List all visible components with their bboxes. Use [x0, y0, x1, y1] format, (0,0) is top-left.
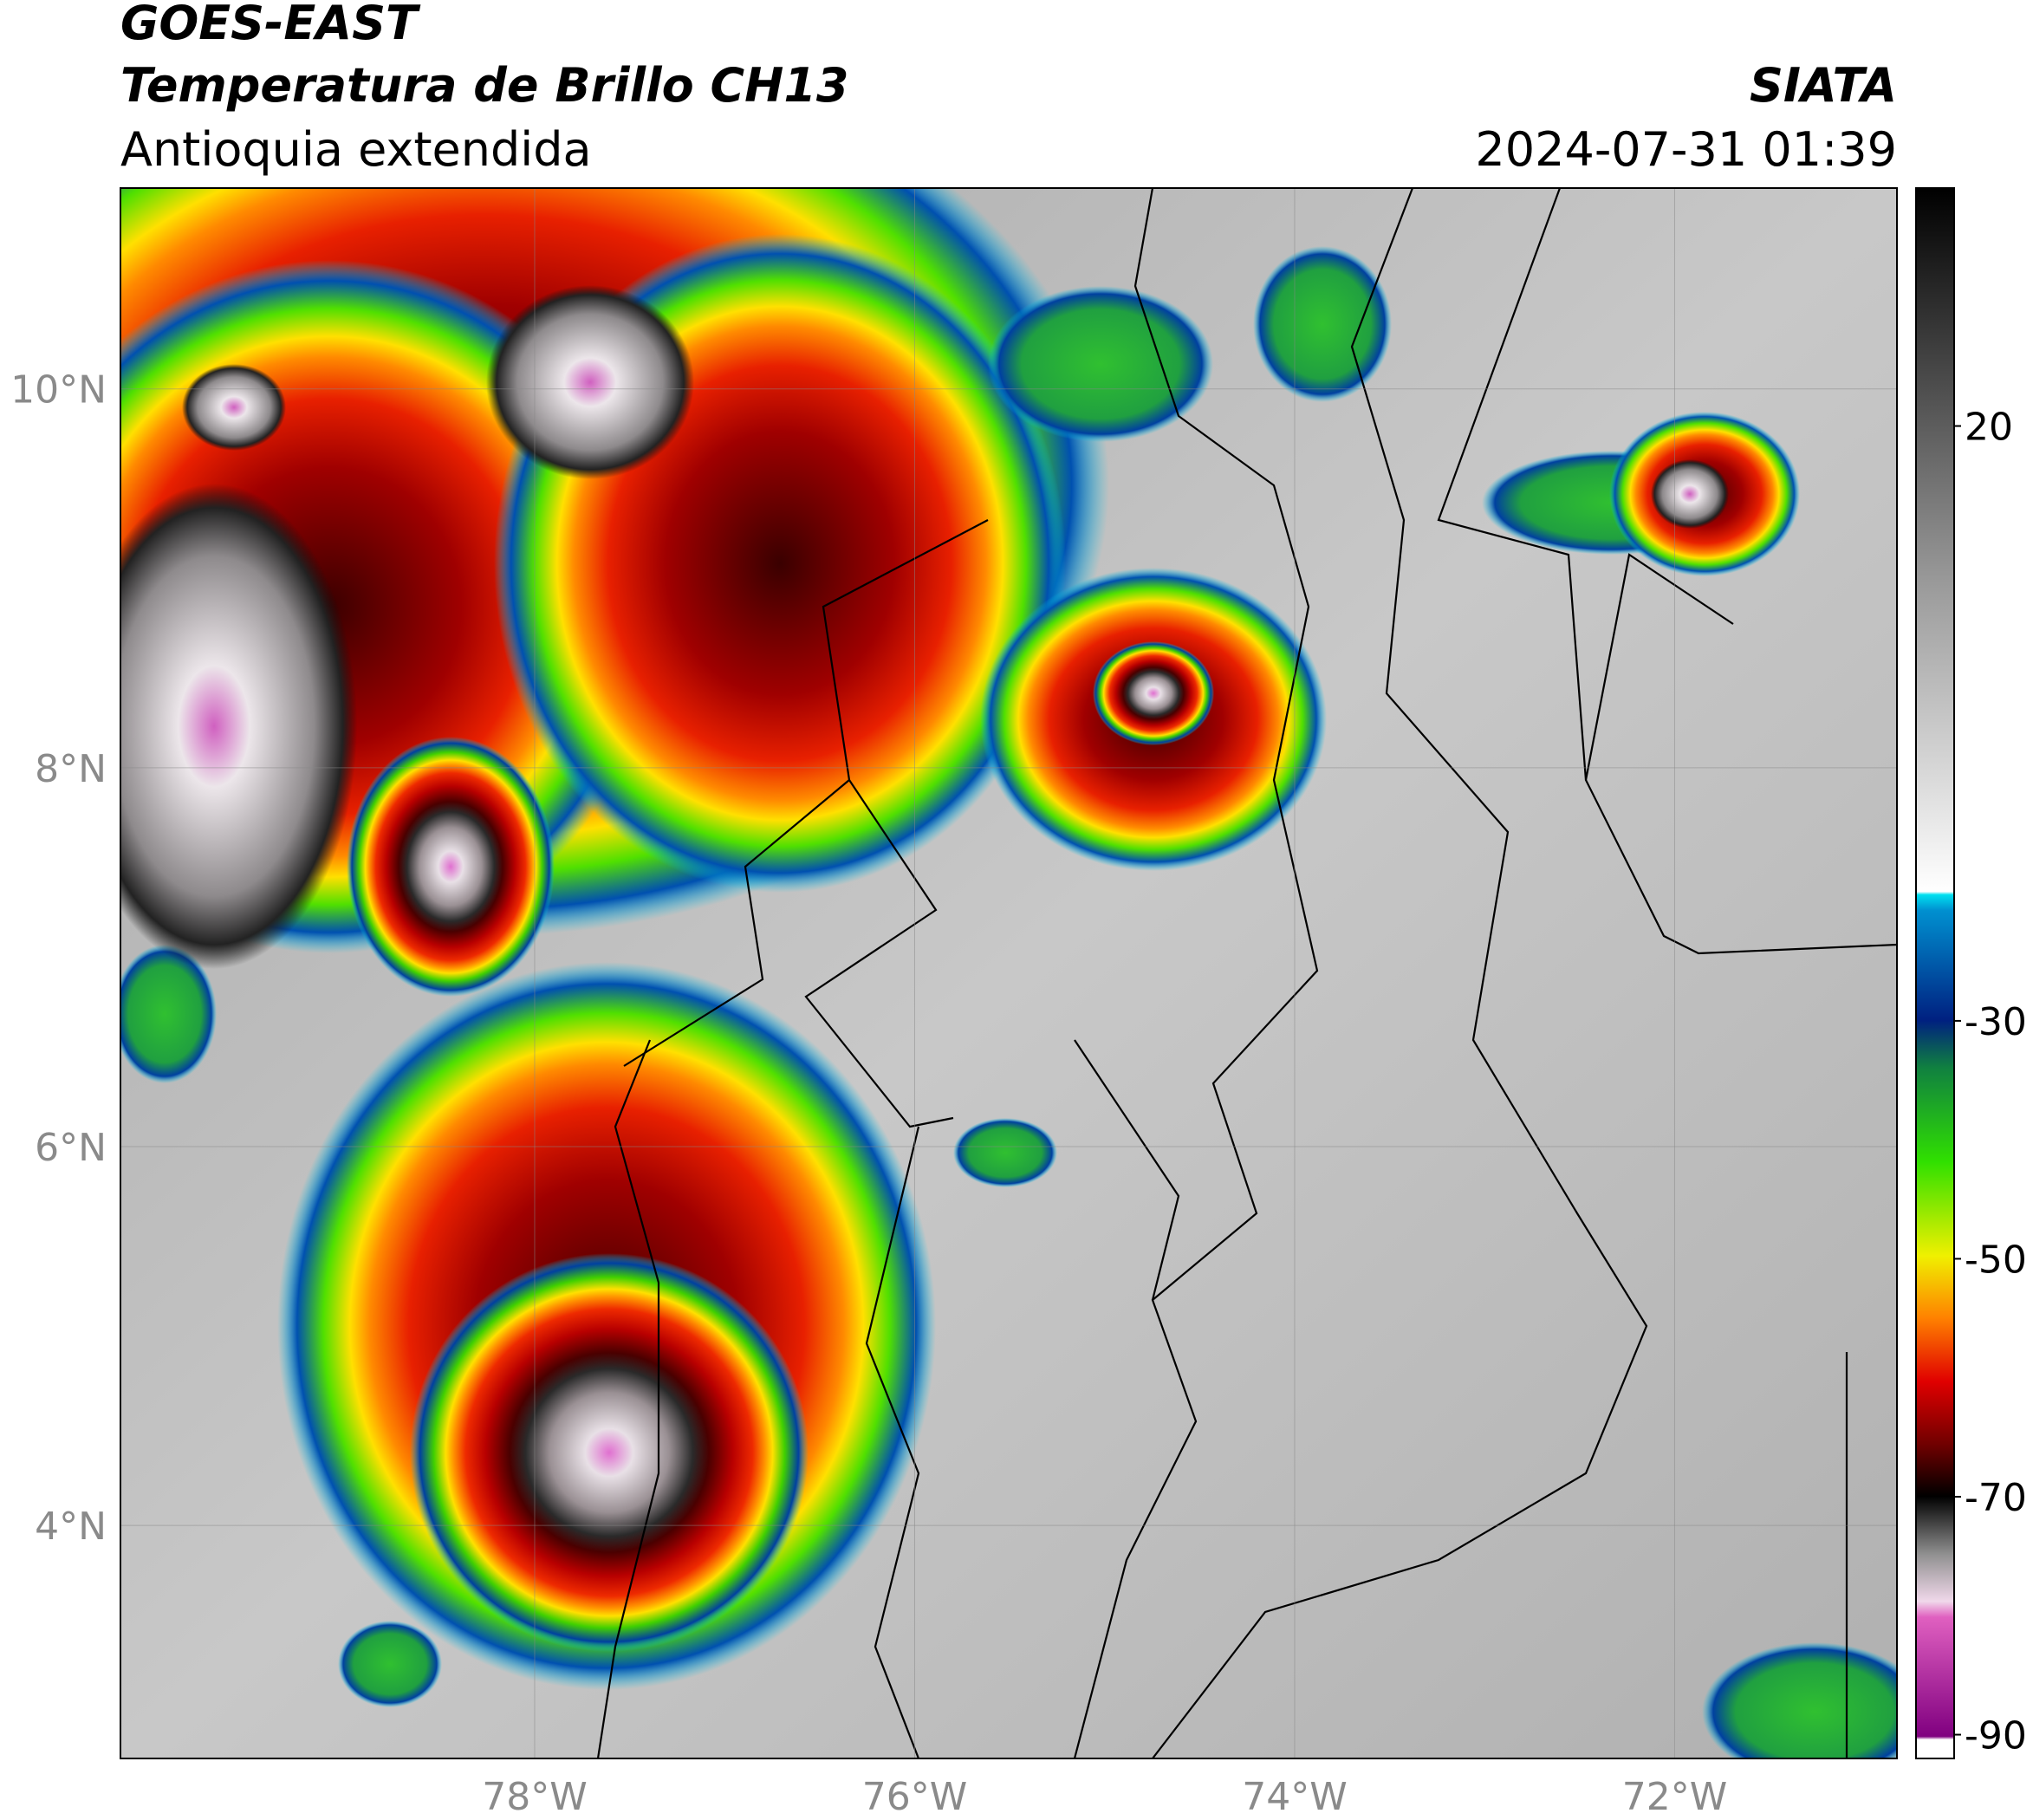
source: SIATA [1750, 58, 1897, 113]
colorbar-label: 20 [1965, 406, 2013, 450]
colorbar-label: -30 [1965, 1000, 2027, 1044]
title: GOES-EAST [120, 0, 421, 50]
region: Antioquia extendida [120, 122, 592, 177]
lon-label: 76°W [862, 1775, 968, 1819]
map-image [120, 188, 1897, 1758]
cloud [486, 285, 694, 479]
lat-label: 8°N [35, 747, 107, 791]
map-frame [120, 187, 1898, 1759]
cloud [182, 364, 286, 451]
colorbar-label: -90 [1965, 1714, 2027, 1758]
cloud [120, 945, 217, 1083]
cloud [410, 1253, 809, 1652]
lat-label: 4°N [35, 1505, 107, 1549]
cloud [120, 484, 357, 969]
lon-label: 78°W [482, 1775, 588, 1819]
lat-label: 10°N [10, 368, 107, 413]
graticule [120, 188, 1897, 1758]
cloud [347, 737, 555, 997]
cloud [988, 286, 1213, 442]
axis-labels: 78°W 76°W 74°W 72°W 10°N 8°N 6°N 4°N 20 -30 -50 -70… [10, 368, 2027, 1819]
colorbar [1915, 187, 1955, 1759]
datetime: 2024-07-31 01:39 [1475, 122, 1897, 177]
cloud [953, 1118, 1057, 1187]
cloud [1651, 459, 1729, 529]
colorbar-label: -50 [1965, 1238, 2027, 1282]
cloud [1702, 1642, 1897, 1758]
subtitle: Temperatura de Brillo CH13 [120, 58, 849, 113]
cloud [338, 1621, 442, 1707]
borders [596, 188, 1897, 1758]
cloud [1093, 641, 1214, 745]
lon-label: 72°W [1622, 1775, 1728, 1819]
lat-label: 6°N [35, 1126, 107, 1170]
lon-label: 74°W [1242, 1775, 1348, 1819]
colorbar-label: -70 [1965, 1476, 2027, 1520]
cloud [1253, 246, 1392, 402]
